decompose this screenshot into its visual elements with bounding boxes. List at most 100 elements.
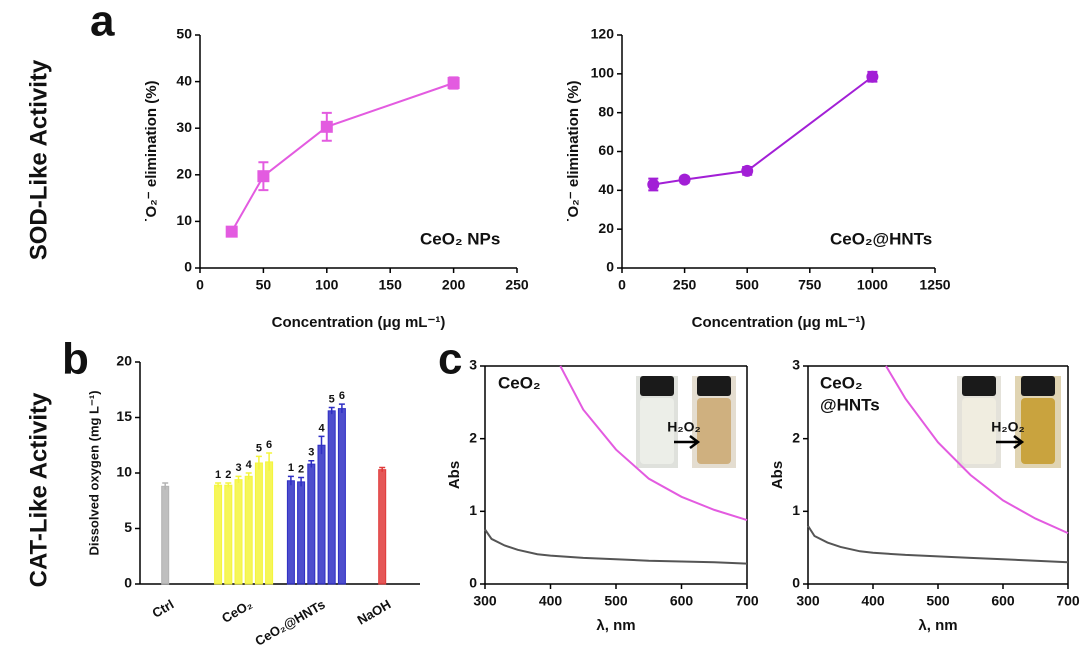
line [653,75,874,186]
y-tick-label: 60 [598,142,614,158]
bar-label: 6 [339,390,345,402]
y-tick-label: 20 [176,166,192,182]
x-tick-label: 750 [798,277,822,293]
error-bar [287,475,294,486]
bar [317,444,326,585]
bar-label: 4 [318,422,325,434]
x-tick-label: 150 [379,277,403,293]
x-tick-label: 500 [736,277,760,293]
x-tick-label: 400 [539,593,563,609]
panel-letter: c [438,335,462,384]
annotation: CeO₂ NPs [420,229,500,248]
bar-label: 1 [215,469,221,481]
error-bar [379,466,386,472]
bar-label: 2 [298,463,304,475]
x-axis-label: Concentration (μg mL⁻¹) [692,314,866,331]
inset-photo [957,376,1061,468]
x-tick-label: 500 [604,593,628,609]
error-bar [225,482,232,488]
x-tick-label: NaOH [355,597,394,628]
annotation: @HNTs [820,395,880,414]
panel-letter: b [62,335,89,384]
bar-label: 5 [256,442,262,454]
y-tick-label: 30 [176,119,192,135]
bar [161,485,170,585]
bar [234,479,243,585]
x-tick-label: 700 [735,593,759,609]
line [559,365,748,522]
marker [225,225,238,238]
x-axis-label: λ, nm [596,617,635,634]
inset-label: H₂O₂ [667,419,700,435]
x-tick-label: Ctrl [150,597,177,621]
y-tick-label: 50 [176,26,192,42]
x-tick-label: 300 [796,593,820,609]
y-tick-label: 0 [124,575,132,591]
annotation: CeO₂@HNTs [830,229,932,248]
y-tick-label: 80 [598,103,614,119]
bar-label: 3 [308,447,314,459]
y-axis-label: ˙O₂⁻ elimination (%) [143,80,160,222]
x-tick-label: CeO₂ [219,596,255,625]
y-tick-label: 15 [116,408,132,424]
bar-label: 3 [235,462,241,474]
x-tick-label: 600 [670,593,694,609]
line [230,82,454,233]
marker [257,170,270,183]
y-tick-label: 120 [591,26,615,42]
marker [447,76,460,89]
y-tick-label: 10 [176,212,192,228]
bar [337,408,346,585]
x-tick-label: 200 [442,277,466,293]
inset-label: H₂O₂ [991,419,1024,435]
y-axis-label: Abs [769,461,786,489]
x-tick-label: 600 [991,593,1015,609]
bar-label: 1 [288,462,294,474]
x-tick-label: 0 [618,277,626,293]
marker [678,173,691,186]
error-bar [266,452,273,471]
marker [741,164,754,177]
error-bar [235,475,242,483]
error-bar [215,482,222,488]
x-tick-label: 1000 [857,277,888,293]
x-tick-label: 250 [673,277,697,293]
marker [320,120,333,133]
bar [297,481,306,585]
bar [265,461,274,585]
bar [254,462,263,585]
x-axis-label: Concentration (μg mL⁻¹) [272,314,446,331]
inset-photo [636,376,736,468]
marker [866,70,879,83]
bar-label: 5 [329,393,335,405]
y-tick-label: 0 [184,259,192,275]
y-tick-label: 0 [606,259,614,275]
bar [244,475,253,585]
error-bar [298,476,305,487]
error-bar [255,455,262,470]
x-axis-label: λ, nm [918,617,957,634]
bar [286,480,295,585]
y-tick-label: 1 [792,502,800,518]
y-axis-label: Dissolved oxygen (mg L⁻¹) [86,390,101,555]
x-tick-label: 50 [256,277,272,293]
y-tick-label: 10 [116,464,132,480]
annotation: CeO₂ [820,373,863,392]
bar-label: 4 [246,459,253,471]
marker [647,178,660,191]
y-tick-label: 100 [591,65,615,81]
row-label: SOD-Like Activity [25,59,52,260]
y-tick-label: 2 [792,429,800,445]
x-tick-label: 400 [861,593,885,609]
x-tick-label: 100 [315,277,339,293]
bar [224,484,233,585]
y-tick-label: 3 [469,357,477,373]
error-bar [318,435,325,455]
x-tick-label: 500 [926,593,950,609]
bar [214,484,223,585]
panel-letter: a [90,0,115,46]
error-bar [162,482,169,490]
x-tick-label: 250 [505,277,529,293]
y-tick-label: 0 [792,575,800,591]
